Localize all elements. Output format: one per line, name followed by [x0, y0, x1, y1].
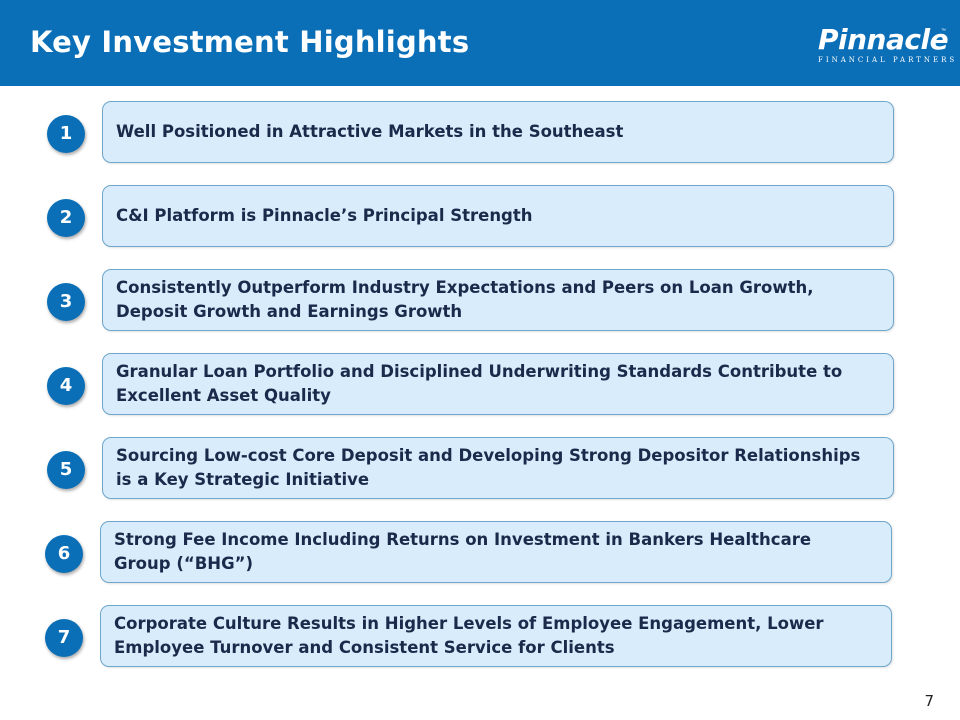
highlight-text-5: Sourcing Low-cost Core Deposit and Devel… [116, 446, 861, 489]
highlight-text-2: C&I Platform is Pinnacle’s Principal Str… [116, 206, 533, 225]
page-title: Key Investment Highlights [30, 25, 470, 59]
number-badge-7: 7 [45, 619, 83, 657]
pinnacle-logo: Pinnacle ™ FINANCIAL PARTNERS [818, 23, 958, 65]
highlight-item-7: 7 Corporate Culture Results in Higher Le… [0, 605, 960, 669]
logo-trademark: ™ [941, 28, 946, 34]
highlight-text-1: Well Positioned in Attractive Markets in… [116, 122, 624, 141]
logo-tagline: FINANCIAL PARTNERS [818, 56, 958, 64]
header-bar: Key Investment Highlights Pinnacle ™ FIN… [0, 0, 960, 86]
highlight-text-6: Strong Fee Income Including Returns on I… [114, 530, 812, 573]
number-badge-2: 2 [47, 199, 85, 237]
number-badge-3: 3 [47, 283, 85, 321]
highlight-item-4: 4 Granular Loan Portfolio and Discipline… [0, 353, 960, 417]
highlight-text-3: Consistently Outperform Industry Expecta… [116, 278, 814, 321]
number-badge-6: 6 [45, 535, 83, 573]
highlight-box-1: Well Positioned in Attractive Markets in… [102, 101, 894, 163]
highlight-item-5: 5 Sourcing Low-cost Core Deposit and Dev… [0, 437, 960, 501]
highlight-item-2: 2 C&I Platform is Pinnacle’s Principal S… [0, 185, 960, 249]
highlight-item-1: 1 Well Positioned in Attractive Markets … [0, 101, 960, 165]
highlight-box-4: Granular Loan Portfolio and Disciplined … [102, 353, 894, 415]
highlight-box-7: Corporate Culture Results in Higher Leve… [100, 605, 892, 667]
highlight-text-7: Corporate Culture Results in Higher Leve… [114, 614, 824, 657]
highlight-box-5: Sourcing Low-cost Core Deposit and Devel… [102, 437, 894, 499]
number-badge-5: 5 [47, 451, 85, 489]
highlight-box-6: Strong Fee Income Including Returns on I… [100, 521, 892, 583]
logo-wordmark: Pinnacle [818, 23, 949, 56]
highlight-box-2: C&I Platform is Pinnacle’s Principal Str… [102, 185, 894, 247]
number-badge-1: 1 [47, 115, 85, 153]
highlight-text-4: Granular Loan Portfolio and Disciplined … [116, 362, 843, 405]
highlight-item-3: 3 Consistently Outperform Industry Expec… [0, 269, 960, 333]
number-badge-4: 4 [47, 367, 85, 405]
highlight-box-3: Consistently Outperform Industry Expecta… [102, 269, 894, 331]
highlight-item-6: 6 Strong Fee Income Including Returns on… [0, 521, 960, 585]
page-number: 7 [924, 692, 934, 710]
